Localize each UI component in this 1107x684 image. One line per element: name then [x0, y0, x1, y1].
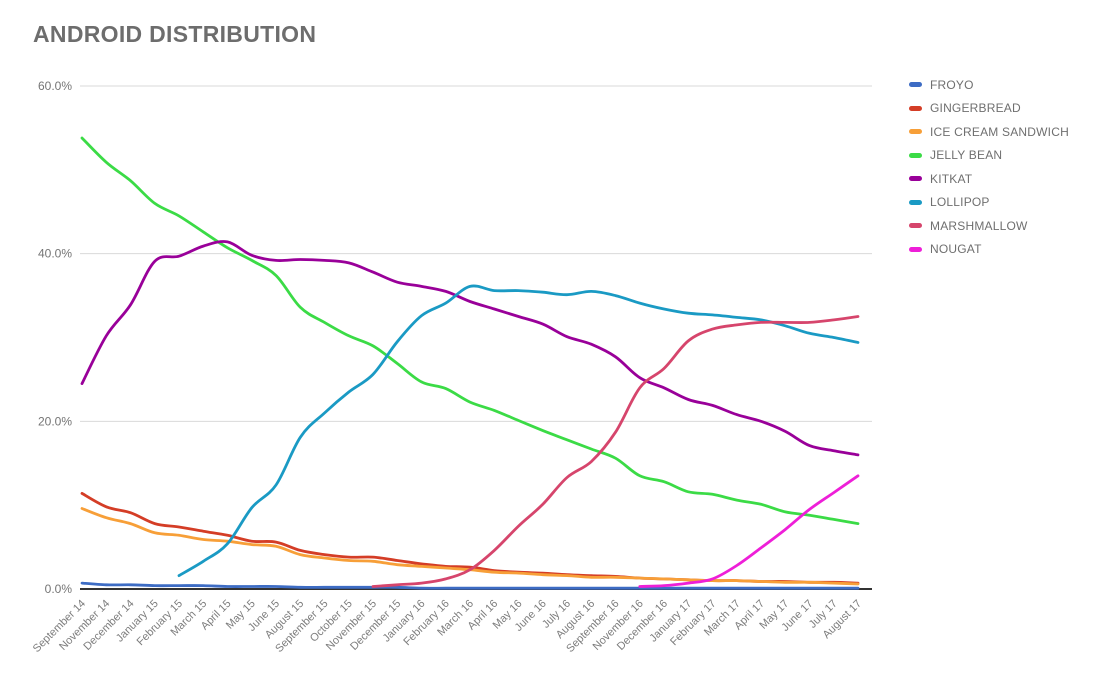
legend-item-kitkat: KITKAT — [909, 167, 1069, 191]
series-line-marshmallow — [371, 315, 860, 588]
legend-swatch-lollipop — [909, 199, 922, 205]
legend-swatch-kitkat — [909, 176, 922, 182]
legend-label-jelly-bean: JELLY BEAN — [930, 148, 1003, 163]
chart-title: ANDROID DISTRIBUTION — [33, 21, 317, 47]
y-axis-label: 60.0% — [38, 79, 72, 93]
y-axis-label: 20.0% — [38, 414, 72, 428]
y-axis-label: 40.0% — [38, 247, 72, 261]
series-line-jelly-bean — [80, 136, 860, 525]
legend-item-gingerbread: GINGERBREAD — [909, 97, 1069, 121]
legend-label-marshmallow: MARSHMALLOW — [930, 218, 1028, 233]
series-line-froyo — [80, 581, 860, 590]
legend-label-lollipop: LOLLIPOP — [930, 195, 990, 210]
series-line-nougat — [638, 474, 860, 588]
y-axis-label: 0.0% — [45, 582, 73, 596]
series-line-lollipop — [177, 284, 860, 577]
legend-swatch-froyo — [909, 82, 922, 88]
legend-swatch-marshmallow — [909, 223, 922, 229]
legend-label-nougat: NOUGAT — [930, 242, 982, 257]
legend-item-lollipop: LOLLIPOP — [909, 191, 1069, 215]
legend-item-marshmallow: MARSHMALLOW — [909, 214, 1069, 238]
legend-item-ice-cream-sandwich: ICE CREAM SANDWICH — [909, 120, 1069, 144]
legend-item-froyo: FROYO — [909, 73, 1069, 97]
legend-item-jelly-bean: JELLY BEAN — [909, 144, 1069, 168]
legend-swatch-jelly-bean — [909, 152, 922, 158]
legend-item-nougat: NOUGAT — [909, 238, 1069, 262]
legend-swatch-nougat — [909, 246, 922, 252]
legend-swatch-ice-cream-sandwich — [909, 129, 922, 135]
legend-label-kitkat: KITKAT — [930, 171, 973, 186]
series-line-kitkat — [80, 240, 860, 457]
legend-swatch-gingerbread — [909, 105, 922, 111]
legend-label-gingerbread: GINGERBREAD — [930, 101, 1021, 116]
legend-label-ice-cream-sandwich: ICE CREAM SANDWICH — [930, 124, 1069, 139]
legend-label-froyo: FROYO — [930, 77, 974, 92]
chart-legend: FROYO GINGERBREAD ICE CREAM SANDWICH JELLY … — [909, 73, 1069, 261]
series-line-ice-cream-sandwich — [80, 507, 860, 586]
